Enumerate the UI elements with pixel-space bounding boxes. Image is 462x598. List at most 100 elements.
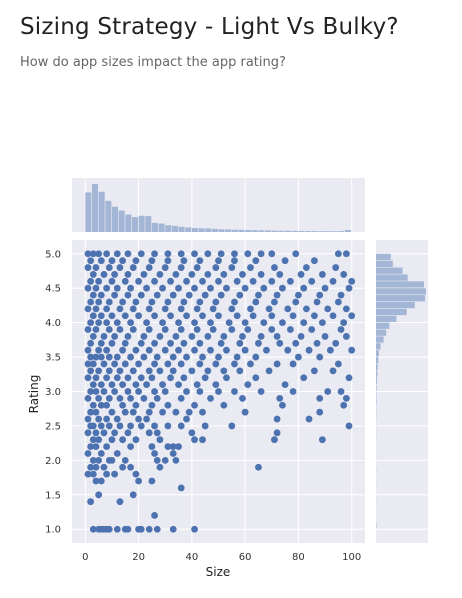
scatter-point <box>127 394 134 402</box>
scatter-point <box>135 277 142 285</box>
scatter-point <box>89 360 97 368</box>
scatter-point <box>167 277 174 285</box>
scatter-point <box>281 257 289 265</box>
scatter-point <box>342 333 350 340</box>
scatter-point <box>89 291 97 299</box>
scatter-point <box>92 353 100 361</box>
scatter-point <box>217 291 225 299</box>
scatter-point <box>103 305 111 313</box>
scatter-point <box>329 277 337 285</box>
y-hist-bar <box>376 336 384 343</box>
scatter-point <box>113 250 121 258</box>
scatter-point <box>108 312 116 320</box>
scatter-point <box>167 339 174 347</box>
scatter-point <box>215 277 222 285</box>
x-hist-bar <box>318 231 325 232</box>
scatter-point <box>199 436 206 444</box>
scatter-point <box>273 333 281 340</box>
scatter-point <box>337 291 345 299</box>
scatter-point <box>257 250 265 258</box>
scatter-point <box>124 250 132 258</box>
scatter-point <box>233 312 241 320</box>
x-hist-bar <box>285 230 292 232</box>
scatter-point <box>191 346 198 354</box>
scatter-point <box>215 257 222 265</box>
scatter-point <box>252 374 260 382</box>
scatter-point <box>241 284 249 292</box>
scatter-point <box>148 401 156 409</box>
scatter-point <box>84 470 92 478</box>
scatter-point <box>121 408 129 416</box>
x-hist-bar <box>245 230 252 232</box>
scatter-point <box>140 394 148 402</box>
scatter-point <box>135 388 142 395</box>
scatter-point <box>132 401 140 409</box>
scatter-point <box>228 264 236 271</box>
scatter-point <box>276 271 284 278</box>
scatter-point <box>119 436 127 444</box>
scatter-point <box>84 374 92 382</box>
scatter-point <box>196 298 204 306</box>
scatter-point <box>103 319 111 327</box>
scatter-point <box>268 277 276 285</box>
y-tick-label: 4.5 <box>45 284 61 295</box>
y-axis-label: Rating <box>27 375 41 414</box>
x-axis-label: Size <box>206 565 231 579</box>
scatter-point <box>116 305 124 313</box>
scatter-point <box>129 264 137 271</box>
scatter-point <box>342 305 350 313</box>
scatter-point <box>84 250 92 258</box>
scatter-point <box>180 339 188 347</box>
scatter-point <box>318 271 326 278</box>
scatter-point <box>169 353 177 361</box>
scatter-point <box>321 333 329 340</box>
scatter-point <box>156 271 164 278</box>
scatter-point <box>129 491 137 499</box>
scatter-point <box>268 312 276 320</box>
scatter-point <box>95 319 103 327</box>
y-hist-bar <box>376 301 415 309</box>
scatter-point <box>159 284 166 292</box>
y-tick-label: 2.5 <box>45 421 61 432</box>
scatter-point <box>100 360 108 368</box>
scatter-point <box>95 250 103 258</box>
scatter-point <box>145 367 153 375</box>
scatter-point <box>84 305 92 313</box>
scatter-point <box>348 277 356 285</box>
scatter-point <box>124 333 132 340</box>
scatter-point <box>97 422 105 430</box>
scatter-point <box>303 264 310 271</box>
scatter-point <box>348 346 356 354</box>
scatter-point <box>105 326 113 333</box>
scatter-point <box>87 367 95 375</box>
y-hist-bar <box>376 343 381 350</box>
scatter-point <box>95 298 103 306</box>
scatter-point <box>313 298 321 306</box>
x-hist-bar <box>125 214 132 232</box>
scatter-point <box>332 339 340 347</box>
scatter-point <box>212 264 220 271</box>
scatter-point <box>105 394 113 402</box>
scatter-point <box>209 326 217 333</box>
scatter-point <box>116 264 124 271</box>
x-hist-bar <box>145 216 152 232</box>
scatter-point <box>89 422 97 430</box>
scatter-point <box>340 319 348 327</box>
scatter-point <box>111 333 119 340</box>
scatter-point <box>113 415 121 423</box>
y-hist-bar <box>376 363 378 371</box>
scatter-point <box>199 312 206 320</box>
y-hist-bar <box>376 357 379 364</box>
scatter-point <box>199 408 206 416</box>
scatter-point <box>247 264 254 271</box>
scatter-point <box>207 284 214 292</box>
scatter-point <box>169 443 177 450</box>
scatter-point <box>345 374 353 382</box>
scatter-point <box>271 264 278 271</box>
scatter-point <box>121 339 129 347</box>
y-marginal-histogram <box>376 240 428 543</box>
scatter-point <box>127 463 134 471</box>
scatter-point <box>177 422 185 430</box>
x-hist-bar <box>165 225 172 232</box>
